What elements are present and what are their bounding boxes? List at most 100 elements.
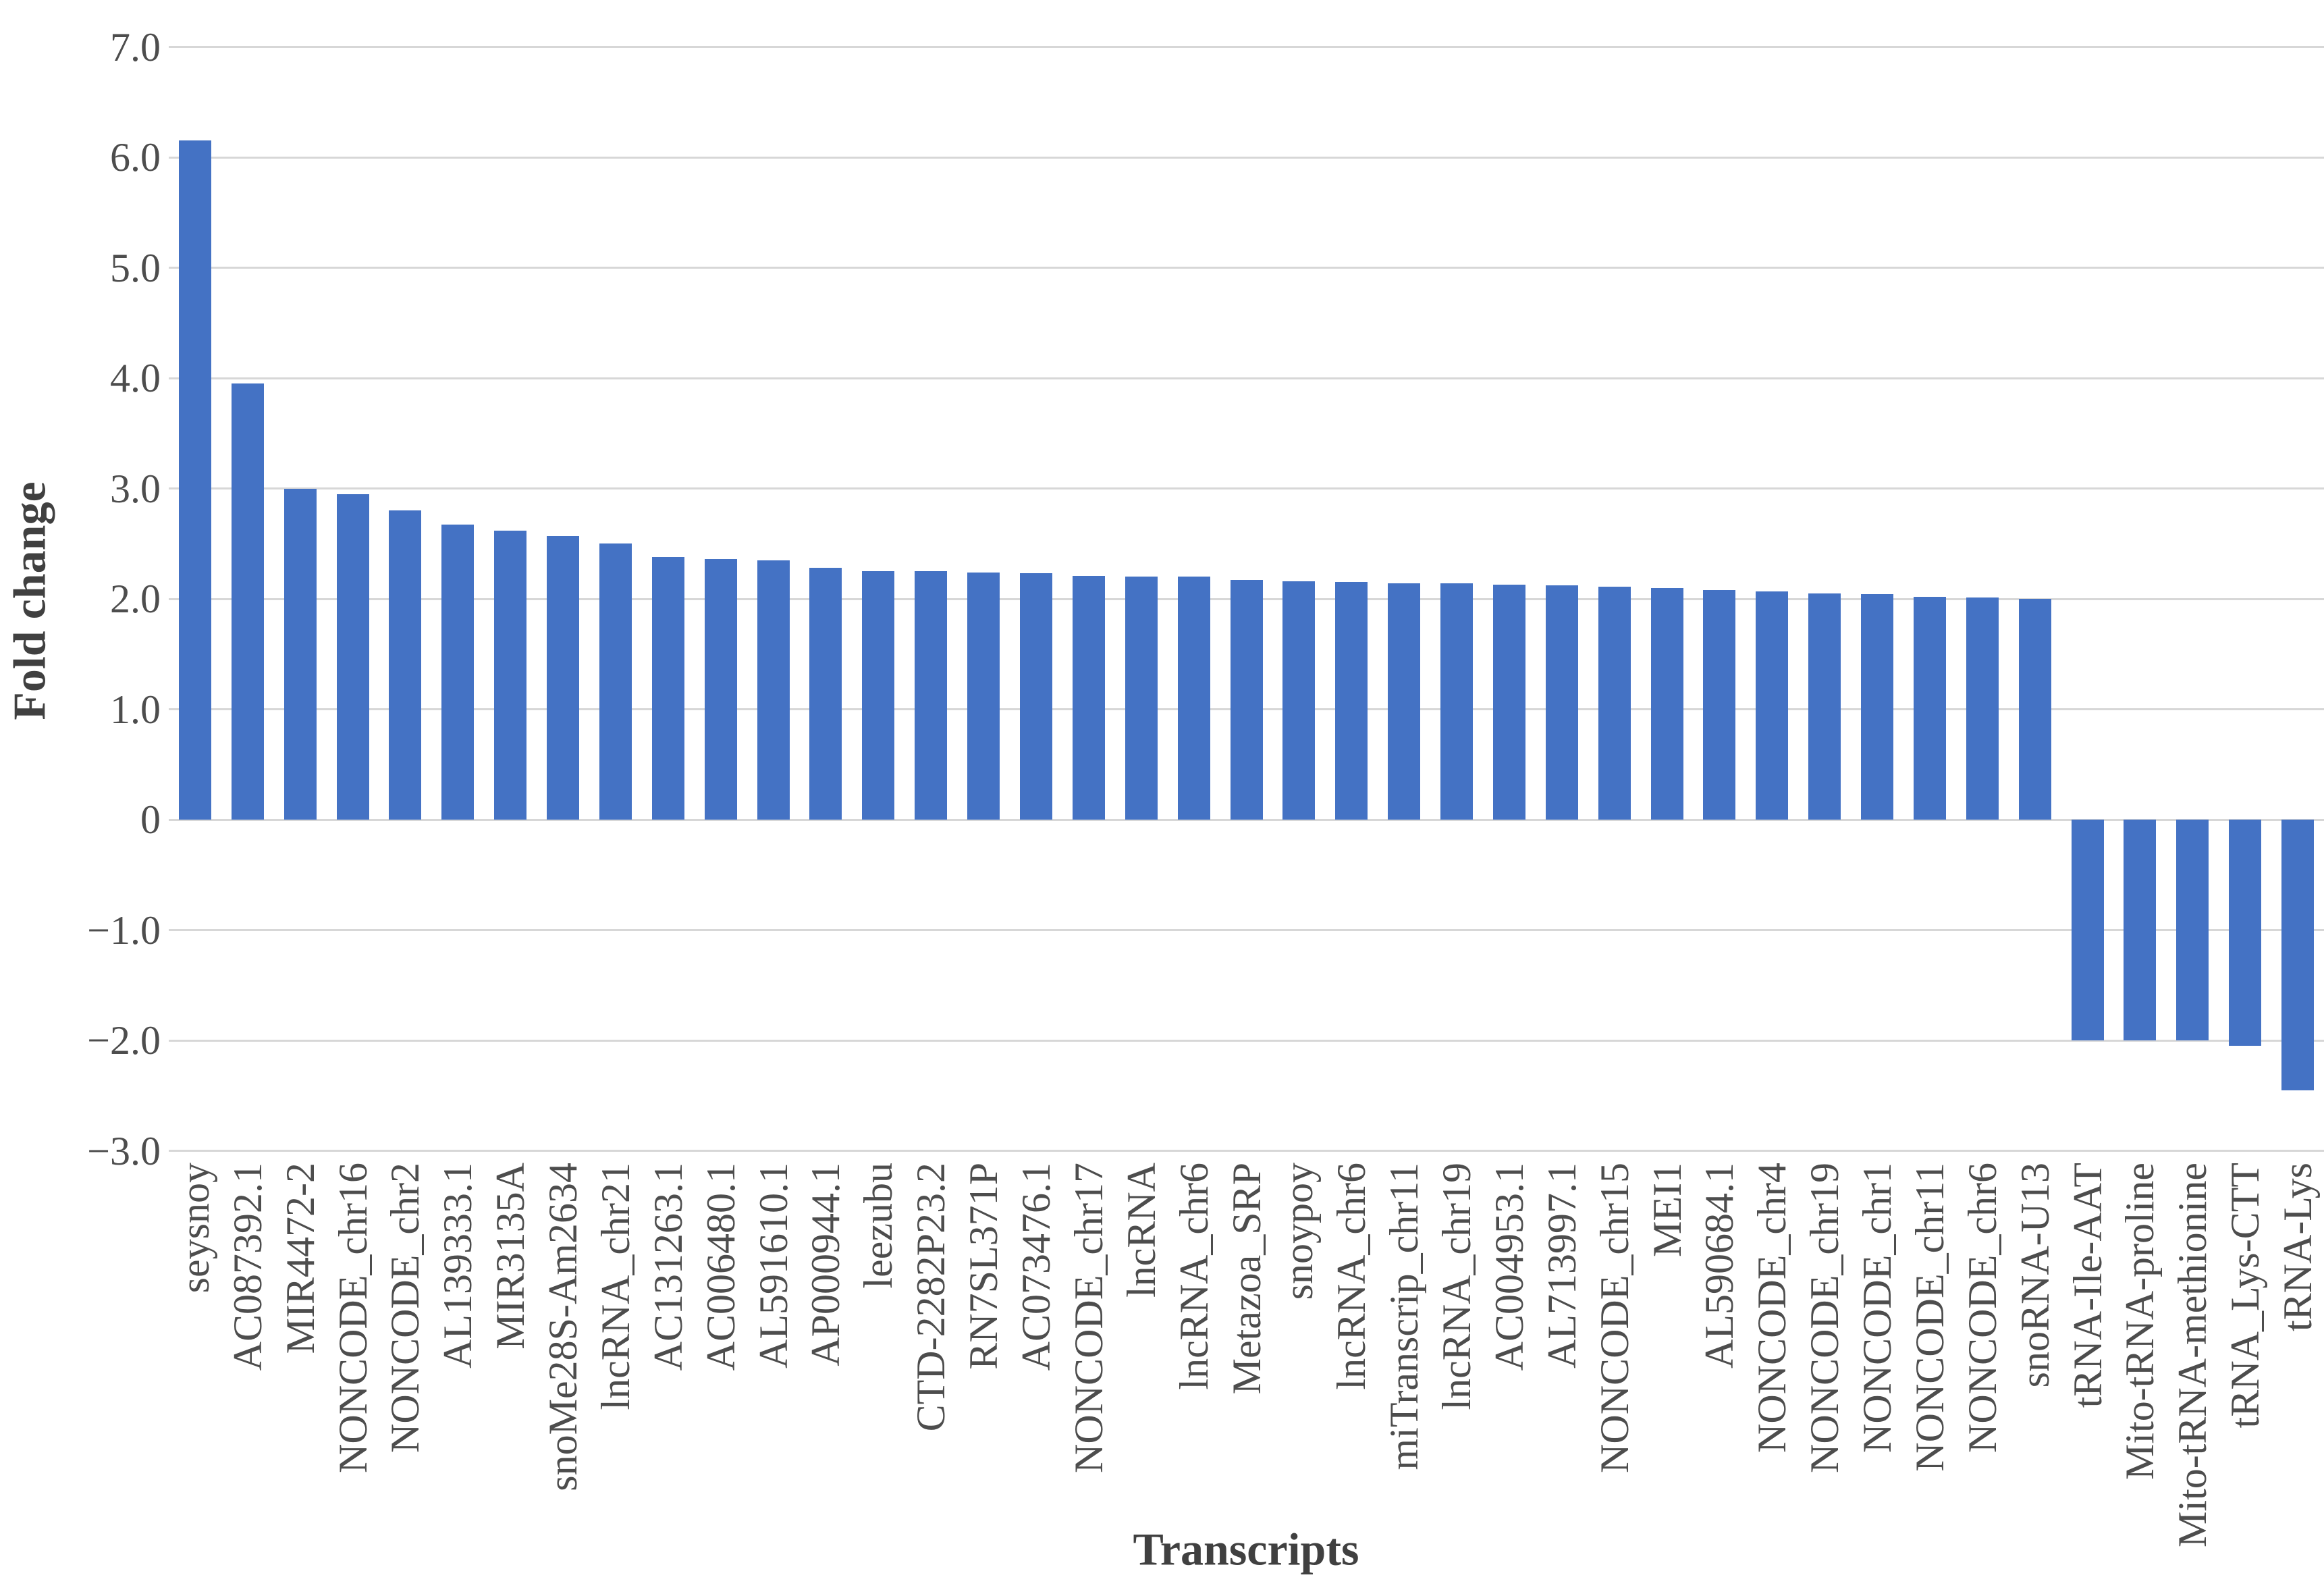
x-category-label: miTranscrip_chr11 — [1382, 1163, 1427, 1470]
bar — [1545, 585, 1578, 820]
x-category-label: NONCODE_chr2 — [383, 1163, 428, 1453]
y-tick-label: −2.0 — [87, 1018, 161, 1063]
bar — [809, 568, 842, 820]
x-category-label: RN7SL371P — [961, 1163, 1006, 1370]
x-category-label: AL713997.1 — [1539, 1163, 1584, 1369]
x-category-label: AC131263.1 — [645, 1163, 691, 1371]
x-category-label: AL139333.1 — [435, 1163, 481, 1369]
y-tick-label: 5.0 — [110, 245, 161, 290]
x-category-label: NONCODE_chr11 — [1907, 1163, 1952, 1472]
x-category-label: AC087392.1 — [225, 1163, 270, 1371]
bar — [2176, 820, 2209, 1040]
x-category-label: lncRNA_chr6 — [1329, 1163, 1374, 1390]
bar — [2229, 820, 2262, 1046]
bar — [1756, 591, 1789, 820]
x-category-label: tRNA-Ile-AAT — [2065, 1163, 2110, 1408]
x-category-label: Mito-tRNA-proline — [2117, 1163, 2163, 1480]
x-category-label: NONCODE_chr4 — [1750, 1163, 1795, 1453]
x-category-label: lncRNA — [1118, 1163, 1164, 1298]
x-axis-title: Transcripts — [1133, 1523, 1359, 1575]
bar — [178, 140, 211, 820]
x-category-label: NONCODE_chr19 — [1802, 1163, 1847, 1473]
x-category-label: AC004953.1 — [1486, 1163, 1532, 1371]
x-category-label: leezubu — [856, 1163, 901, 1289]
y-tick-label: 6.0 — [110, 135, 161, 180]
bar — [1650, 587, 1683, 820]
x-category-label: AC006480.1 — [698, 1163, 743, 1371]
bar — [1072, 575, 1105, 820]
bar — [862, 571, 895, 820]
bar — [1177, 577, 1210, 820]
bar — [2281, 820, 2315, 1090]
x-category-label: Mito-tRNA-methionine — [2170, 1163, 2215, 1547]
x-category-label: AL590684.1 — [1697, 1163, 1742, 1369]
x-category-label: NONCODE_chr6 — [1960, 1163, 2005, 1453]
bar — [967, 572, 1000, 820]
gridline — [169, 487, 2324, 489]
bar — [283, 488, 317, 820]
bar — [2124, 820, 2157, 1040]
x-category-label: AC073476.1 — [1013, 1163, 1058, 1371]
x-category-label: MEI1 — [1644, 1163, 1690, 1257]
y-axis-title: Fold change — [3, 481, 55, 720]
bar — [1861, 594, 1894, 820]
bar — [1388, 583, 1421, 820]
y-tick-label: 2.0 — [110, 577, 161, 621]
bar — [1598, 587, 1631, 820]
x-category-label: snoypoy — [1276, 1163, 1322, 1300]
x-category-label: Metazoa_SRP — [1224, 1163, 1269, 1395]
x-category-label: lncRNA_chr19 — [1434, 1163, 1479, 1410]
x-category-label: lncRNA_chr6 — [1171, 1163, 1216, 1390]
bar — [2018, 599, 2051, 820]
bar — [2071, 820, 2104, 1040]
bar — [915, 571, 948, 820]
bar — [1440, 583, 1473, 820]
bar — [389, 510, 422, 820]
bar — [1335, 582, 1368, 820]
bar — [1492, 584, 1525, 820]
bar — [494, 530, 527, 820]
bar — [336, 494, 369, 820]
gridline — [169, 929, 2324, 931]
y-tick-label: 3.0 — [110, 466, 161, 511]
bar — [704, 559, 737, 820]
bar — [441, 525, 475, 820]
y-tick-label: 1.0 — [110, 687, 161, 732]
x-category-label: NONCODE_chr17 — [1066, 1163, 1111, 1473]
x-category-label: snoRNA-U13 — [2012, 1163, 2057, 1388]
bar — [1808, 593, 1841, 820]
bar — [1913, 596, 1946, 820]
x-category-label: MIR3135A — [488, 1163, 533, 1350]
gridline — [169, 818, 2324, 821]
bar — [547, 535, 580, 820]
gridline — [169, 267, 2324, 269]
y-tick-label: 4.0 — [110, 356, 161, 400]
x-category-label: AL591610.1 — [751, 1163, 796, 1369]
bar — [1019, 573, 1052, 820]
x-category-label: seysnoy — [172, 1163, 217, 1294]
x-category-label: MIR4472-2 — [277, 1163, 323, 1354]
gridline — [169, 156, 2324, 159]
bar — [1966, 597, 1999, 820]
x-category-label: NONCODE_chr15 — [1592, 1163, 1637, 1473]
y-tick-label: −3.0 — [87, 1128, 161, 1173]
bar — [1282, 581, 1316, 820]
gridline — [169, 1039, 2324, 1042]
bar — [757, 560, 790, 820]
gridline — [169, 46, 2324, 48]
x-category-label: AP000944.1 — [803, 1163, 848, 1366]
bar — [599, 543, 632, 820]
y-tick-label: 0 — [140, 797, 161, 842]
x-category-label: NONCODE_chr16 — [330, 1163, 375, 1473]
bar — [1125, 577, 1158, 820]
x-category-label: CTD-2282P23.2 — [909, 1163, 954, 1432]
y-tick-label: 7.0 — [110, 24, 161, 70]
x-category-label: lncRNA_chr21 — [593, 1163, 638, 1410]
bar — [1230, 580, 1263, 820]
x-category-label: tRNA_Lys-CTT — [2223, 1163, 2268, 1429]
bar — [231, 383, 264, 820]
gridline — [169, 1150, 2324, 1152]
x-category-label: NONCODE_chr1 — [1855, 1163, 1900, 1453]
